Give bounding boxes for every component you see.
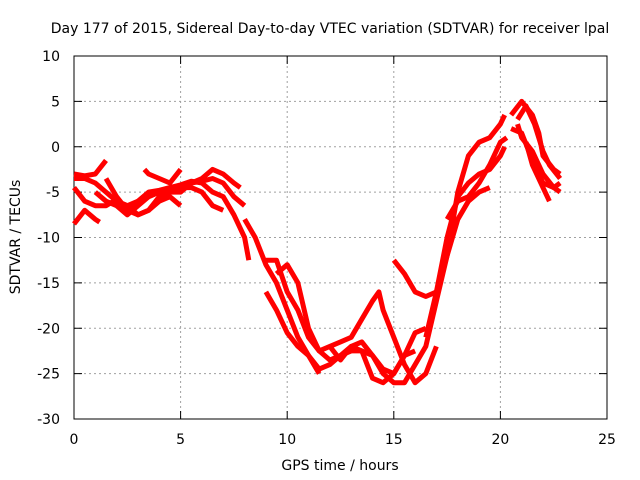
y-tick-label-0: 10 (42, 49, 60, 65)
y-tick-label-6: -20 (37, 321, 60, 337)
series-line-21 (510, 126, 562, 191)
x-tick-label-2: 10 (278, 432, 296, 448)
x-axis-title: GPS time / hours (281, 458, 398, 474)
series-line-4 (72, 207, 101, 226)
x-tick-label-5: 25 (598, 432, 616, 448)
y-tick-label-7: -25 (37, 367, 60, 383)
series-line-16 (444, 135, 509, 221)
data-series (72, 98, 563, 386)
series-line-14 (391, 113, 507, 299)
x-tick-label-0: 0 (70, 432, 79, 448)
x-tick-label-1: 5 (176, 432, 185, 448)
series-line-12 (263, 290, 322, 375)
y-tick-label-5: -15 (37, 276, 60, 292)
y-tick-label-4: -10 (37, 231, 60, 247)
y-tick-label-2: 0 (51, 140, 60, 156)
y-tick-label-1: 5 (51, 94, 60, 110)
x-tick-labels: 0 5 10 15 20 25 (70, 432, 616, 448)
series-line-9 (265, 257, 439, 386)
series-line-18 (515, 103, 563, 181)
series-line-3 (73, 158, 108, 179)
series-line-7 (115, 194, 183, 218)
gridlines (74, 56, 607, 419)
chart-title: Day 177 of 2015, Sidereal Day-to-day VTE… (51, 21, 609, 37)
y-tick-label-8: -30 (37, 412, 60, 428)
y-axis-title: SDTVAR / TECUs (8, 180, 24, 295)
series-line-13 (327, 185, 491, 386)
x-tick-label-4: 20 (491, 432, 509, 448)
y-tick-label-3: -5 (46, 185, 60, 201)
x-tick-label-3: 15 (385, 432, 403, 448)
series-line-8 (142, 167, 183, 186)
y-tick-labels: 10 5 0 -5 -10 -15 -20 -25 -30 (37, 49, 60, 428)
series-line-15 (423, 145, 507, 338)
series-line-6 (93, 185, 225, 218)
